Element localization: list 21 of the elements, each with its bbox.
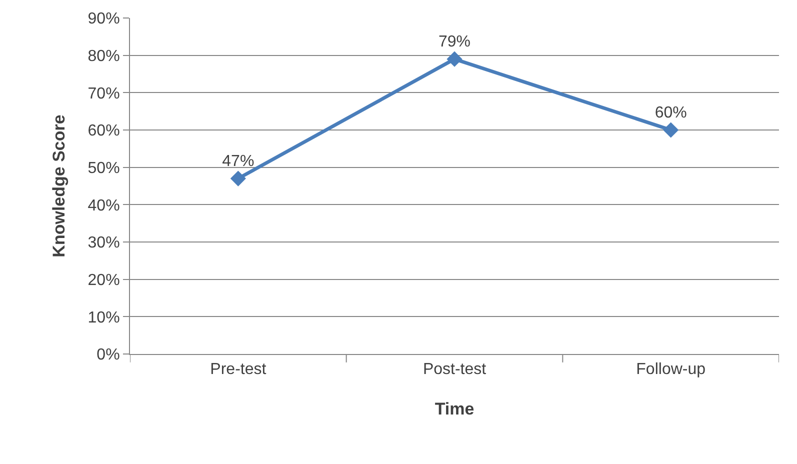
y-tick-label: 50% (88, 160, 120, 177)
x-tick-label: Pre-test (210, 361, 267, 378)
data-label: 79% (438, 34, 471, 51)
y-tick-label: 90% (88, 10, 120, 28)
point (663, 122, 679, 138)
y-tick-label: 70% (88, 85, 120, 102)
y-axis-title: Knowledge Score (49, 114, 68, 258)
x-tick-label: Follow-up (636, 361, 706, 378)
point (446, 51, 462, 67)
y-tick-label: 60% (88, 122, 120, 140)
y-tick-label: 10% (88, 309, 120, 326)
y-tick-label: 30% (88, 234, 120, 252)
data-label: 60% (654, 104, 687, 122)
point (230, 170, 246, 186)
x-axis-title: Time (434, 400, 474, 419)
y-tick-label: 80% (88, 48, 120, 65)
y-tick-label: 40% (88, 197, 120, 214)
data-label: 47% (222, 153, 254, 170)
x-tick-label: Post-test (422, 361, 487, 378)
y-tick-label: 20% (88, 272, 120, 289)
y-tick-label: 0% (96, 346, 120, 364)
